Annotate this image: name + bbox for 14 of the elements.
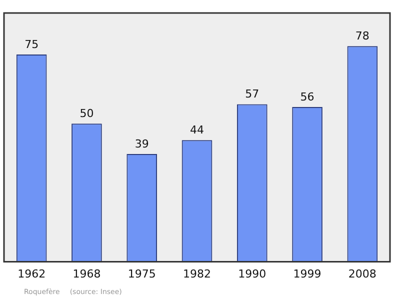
x-tick-label: 1990 [238, 267, 266, 280]
x-tick-label: 1975 [128, 267, 156, 280]
data-label: 56 [300, 90, 314, 104]
x-tick-label: 1999 [293, 267, 322, 280]
data-label: 44 [190, 124, 204, 137]
data-label: 50 [80, 106, 94, 120]
x-tick-label: 1982 [183, 267, 211, 280]
data-label: 39 [134, 137, 149, 150]
x-tick-label: 2008 [348, 267, 376, 280]
data-label: 57 [245, 88, 260, 101]
data-label: 78 [355, 30, 370, 43]
x-tick-label: 1962 [18, 267, 46, 280]
data-label: 75 [24, 38, 39, 51]
x-tick-label: 1968 [72, 267, 101, 280]
